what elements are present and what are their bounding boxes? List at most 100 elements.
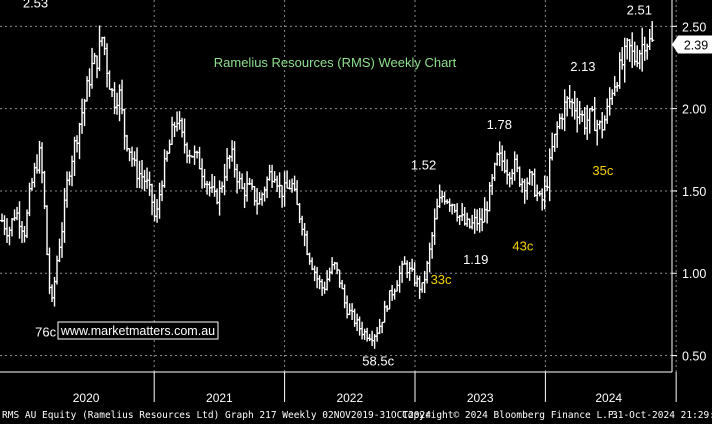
ohlc-bar [182,118,187,154]
ohlc-bar [455,203,460,222]
ohlc-bar [417,275,422,299]
ohlc-bar [347,303,352,316]
ohlc-bar [602,115,607,131]
ohlc-bar [607,87,612,116]
ohlc-bar [532,168,537,197]
ohlc-bar [477,207,482,233]
ohlc-bar [232,141,237,178]
ohlc-bar [337,269,342,288]
ohlc-bar [17,201,22,239]
ohlc-bar [132,151,137,167]
ohlc-bar [335,262,340,275]
ohlc-bar [157,182,162,219]
ohlc-bar [505,159,510,185]
ohlc-bar [427,242,432,273]
ohlc-bar [155,199,160,223]
chart-axes: 0.50 1.00 1.50 2.00 2.50 2020 2021 2022 2023 2024 [0,0,706,405]
ohlc-bar [95,55,100,79]
ohlc-bar [42,170,47,210]
ohlc-bar [502,150,507,174]
x-tick-label: 2021 [206,391,233,405]
ohlc-bar [355,313,360,332]
ohlc-bars [0,21,655,349]
ohlc-bar [570,98,575,117]
ohlc-bar [405,260,410,279]
ohlc-bar [485,201,490,224]
ohlc-bar [135,147,140,188]
ohlc-bar [237,171,242,190]
ohlc-bar [240,173,245,190]
ohlc-bar [500,145,505,172]
ohlc-bar [530,170,535,186]
ohlc-bar [512,151,517,181]
ohlc-bar [202,168,207,189]
ohlc-bar [560,113,565,130]
ohlc-bar [382,300,387,323]
ohlc-bar [515,154,520,173]
price-chart: 0.50 1.00 1.50 2.00 2.50 2020 2021 2022 2023 2024… [0,0,712,405]
last-price-tag [672,35,712,54]
ohlc-bar [345,295,350,319]
ohlc-bar [452,204,457,213]
ohlc-bar [555,121,560,148]
ohlc-bar [625,37,630,60]
ohlc-bar [37,140,42,174]
ohlc-bar [592,96,597,132]
x-tick-label: 2023 [467,391,494,405]
ohlc-bar [170,116,175,145]
ohlc-bar [422,270,427,294]
ohlc-bar [230,140,235,162]
ohlc-bar [507,171,512,188]
ohlc-bar [572,91,577,120]
ohlc-bar [575,97,580,133]
x-tick-label: 2020 [73,391,100,405]
ohlc-bar [85,76,90,102]
ohlc-bar [192,145,197,165]
ohlc-bar [107,70,112,91]
ohlc-bar [142,169,147,192]
ohlc-bar [12,209,17,222]
ohlc-bar [7,226,12,246]
ohlc-bar [235,163,240,194]
ohlc-bar [470,214,475,230]
ohlc-bar [387,289,392,310]
ohlc-bar [112,82,117,115]
ohlc-bar [615,81,620,92]
ohlc-bar [317,275,322,290]
chart-grid [0,0,677,372]
x-tick-label: 2022 [336,391,363,405]
ohlc-bar [70,155,75,187]
ohlc-bar [82,98,87,127]
ohlc-bar [172,121,177,138]
footer-copyright: Copyright© 2024 Bloomberg Finance L.P. [402,410,620,421]
ohlc-bar [167,139,172,154]
ohlc-bar [420,282,425,293]
ohlc-bar [577,101,582,125]
ohlc-bar [267,164,272,181]
ohlc-bar [77,122,82,160]
ohlc-bar [105,43,110,88]
ohlc-bar [165,150,170,162]
ohlc-bar [257,192,262,205]
ohlc-bar [610,89,615,105]
ohlc-bar [407,261,412,281]
annotation-label: 2.13 [570,59,595,74]
ohlc-bar [582,107,587,135]
ohlc-bar [32,162,37,188]
ohlc-bar [22,226,27,243]
ohlc-bar [185,142,190,164]
ohlc-bar [252,185,257,206]
ohlc-bar [527,169,532,186]
ohlc-bar [212,176,217,197]
ohlc-bar [545,176,550,192]
ohlc-bar [640,27,645,72]
ohlc-bar [127,148,132,162]
ohlc-bar [205,180,210,195]
ohlc-bar [330,257,335,275]
y-tick-label: 2.00 [682,103,706,117]
annotation-label: 1.52 [411,158,436,173]
ohlc-bar [352,308,357,327]
ohlc-bar [295,180,300,206]
ohlc-bar [620,47,625,70]
ohlc-bar [562,89,567,132]
